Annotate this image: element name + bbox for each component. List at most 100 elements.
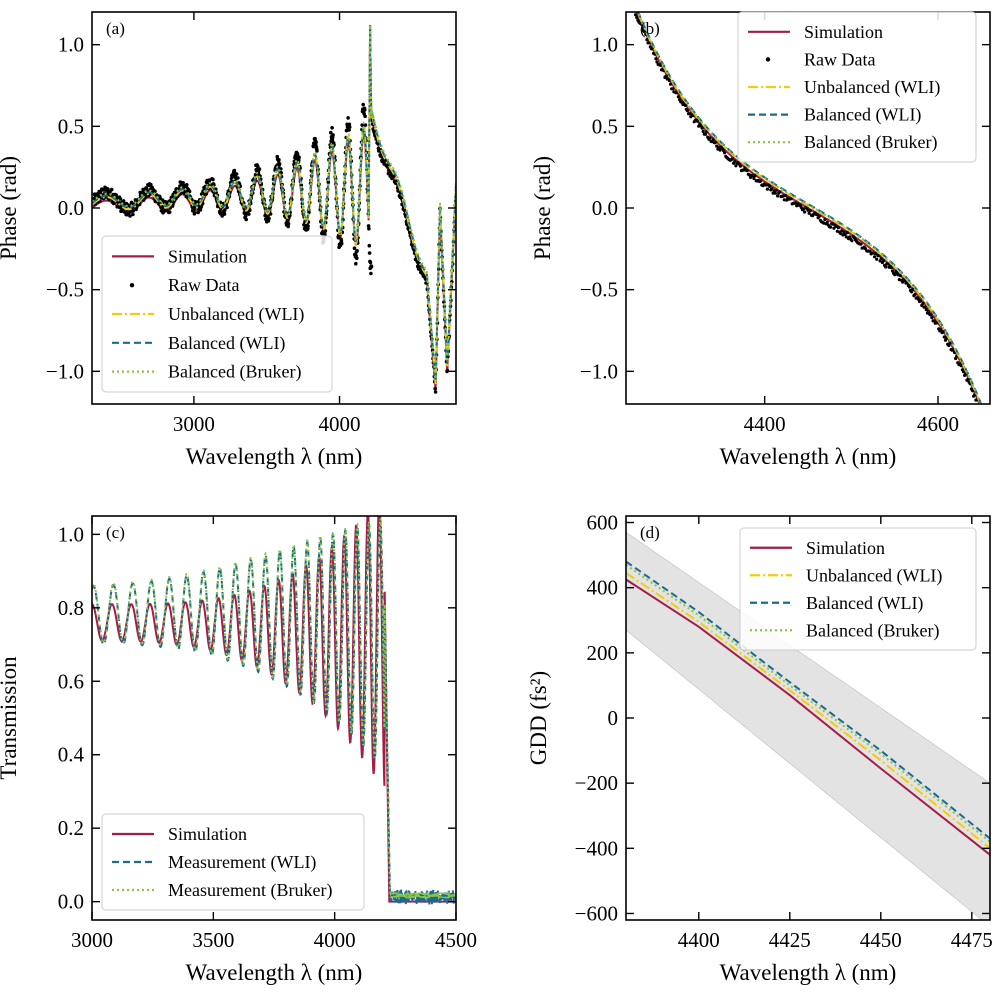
raw-data-point [840,229,844,233]
raw-data-point [730,157,735,161]
raw-data-point [844,235,848,239]
raw-data-point [671,87,675,91]
series-line-balanced-bruker- [92,25,456,380]
raw-data-point [759,179,763,183]
raw-data-point [326,180,331,184]
legend-entry: Measurement (Bruker) [168,880,332,901]
raw-data-point [979,407,982,410]
raw-data-point [765,187,770,191]
raw-data-point [879,256,883,261]
raw-data-point [714,140,718,144]
raw-data-point [988,430,991,433]
y-tick-label: 0.0 [58,890,84,914]
raw-data-point [121,199,126,203]
raw-data-point [970,389,975,393]
raw-data-point [257,167,262,171]
raw-data-point [339,241,344,246]
raw-data-point [211,177,215,182]
chart-panel-2: 3000 3500 4000 4500 1.0 0.8 0.6 0.4 0.2 0.0 Wavele… [0,515,477,985]
raw-data-point [941,329,945,334]
raw-data-point [329,130,333,135]
legend: Simulation Raw Data Unbalanced (WLI) Balanc… [737,11,977,163]
raw-data-point [236,176,240,180]
raw-data-point [367,243,372,248]
raw-data-point [658,63,663,67]
raw-data-point [331,133,335,137]
raw-data-point [987,427,990,430]
raw-data-point [286,221,291,226]
x-tick-label: 4450 [860,928,902,952]
raw-data-point [346,116,350,120]
raw-data-point [932,319,936,323]
raw-data-point [842,230,846,234]
raw-data-point [872,255,877,259]
raw-data-point [948,341,952,345]
raw-data-point [363,107,367,112]
raw-data-point [676,95,681,99]
legend-entry: Balanced (Bruker) [806,620,939,641]
raw-data-point [877,254,881,258]
raw-data-point [647,41,651,45]
raw-data-point [752,176,756,181]
raw-data-point [198,208,203,212]
raw-data-point [347,122,352,127]
y-tick-label: 0 [608,706,619,730]
y-axis-label: Phase (rad) [0,156,21,260]
raw-data-point [361,102,366,107]
raw-data-point [778,190,782,194]
raw-data-point [232,168,237,173]
legend-entry: Balanced (Bruker) [168,362,301,383]
legend-entry: Raw Data [804,49,875,69]
raw-data-point [890,269,895,273]
panel-label: (d) [640,523,660,542]
x-tick-label: 4000 [319,412,361,436]
raw-data-point [770,187,774,191]
y-tick-label: 0.0 [592,196,618,220]
raw-data-point [149,182,153,187]
raw-data-point [306,227,310,231]
raw-data-point [708,136,712,140]
raw-data-point [131,209,135,213]
raw-data-point [98,190,103,195]
raw-data-point [764,183,768,187]
raw-data-point [789,197,793,201]
raw-data-point [923,305,927,309]
y-tick-label: 200 [587,641,619,665]
legend-entry: Balanced (WLI) [804,105,921,126]
raw-data-point [927,309,931,314]
raw-data-point [630,0,633,2]
raw-data-point [402,208,407,213]
raw-data-point [650,47,655,51]
raw-data-point [776,194,780,198]
legend-entry: Raw Data [168,275,239,295]
raw-data-point [977,405,980,408]
raw-data-point [700,126,704,130]
raw-data-point [368,260,373,265]
raw-data-point [184,183,189,187]
raw-data-point [247,212,251,216]
raw-data-point [363,123,368,127]
raw-data-point [889,266,894,270]
raw-data-point [433,386,438,391]
raw-data-point [355,256,359,261]
raw-data-point [836,226,841,230]
raw-data-point [244,217,248,222]
raw-data-point [878,259,882,263]
raw-data-point [828,225,833,229]
raw-data-point [286,224,291,229]
plot-area [92,516,456,907]
raw-data-point [875,257,879,261]
series-line-simulation [92,516,456,903]
raw-data-point [929,313,933,317]
raw-data-point [734,164,738,168]
raw-data-point [635,15,639,19]
x-tick-label: 4000 [314,928,356,952]
raw-data-point [347,125,352,129]
raw-data-point [783,194,788,198]
series-raw-data [630,0,991,433]
raw-data-point [845,231,850,235]
series-line-simulation [626,578,990,856]
y-tick-label: −200 [575,771,618,795]
x-axis-label: Wavelength λ (nm) [720,960,897,985]
